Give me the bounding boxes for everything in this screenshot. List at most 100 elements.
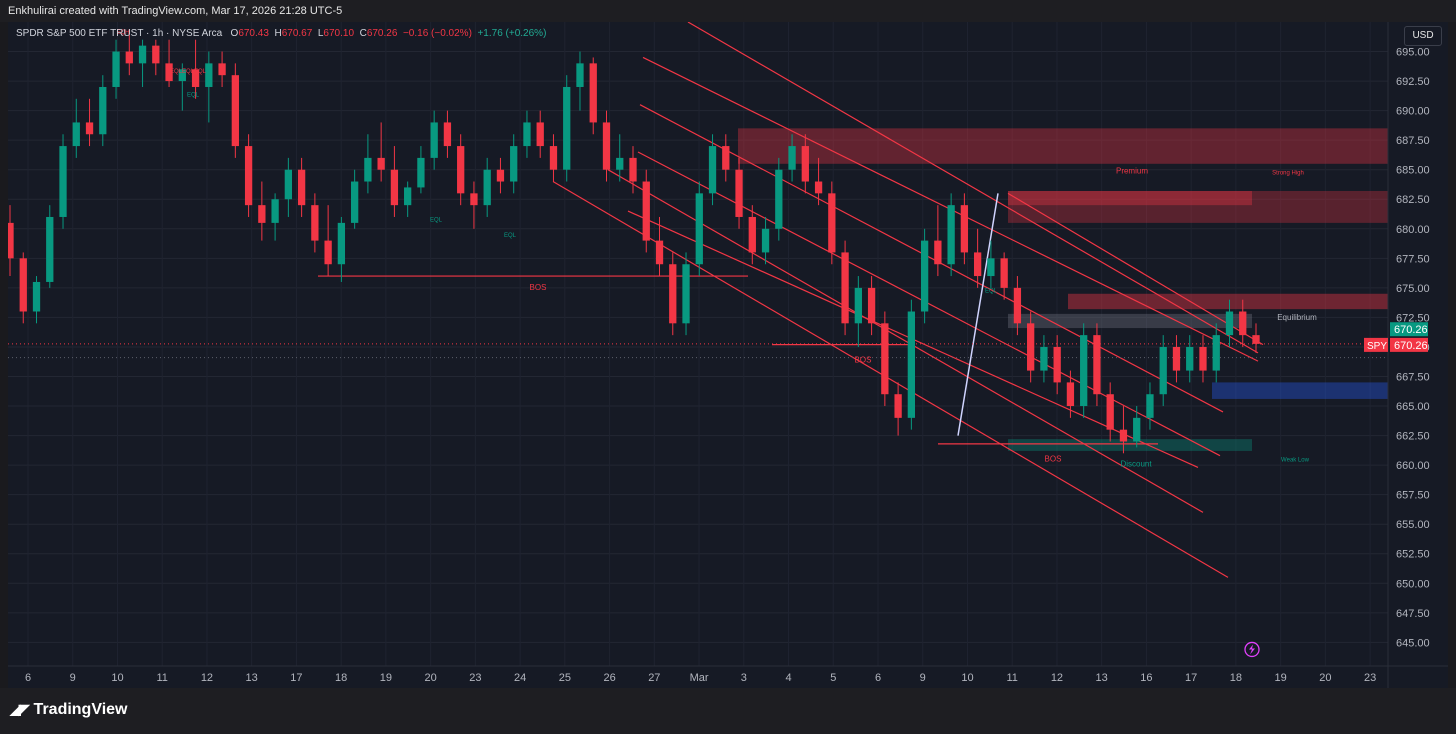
candle-body bbox=[563, 86, 571, 170]
candle-body bbox=[483, 169, 491, 206]
time-tick-label: 19 bbox=[1275, 672, 1287, 684]
premium-zone bbox=[1008, 190, 1388, 223]
price-tick-label: 650.00 bbox=[1396, 578, 1430, 590]
candle-body bbox=[669, 264, 677, 324]
candle-body bbox=[616, 157, 624, 170]
time-tick-label: Mar bbox=[690, 672, 709, 684]
candle-body bbox=[1000, 258, 1008, 288]
candle-body bbox=[1093, 335, 1101, 395]
annotation-label: EQL bbox=[504, 233, 517, 239]
smc-zones bbox=[738, 128, 1388, 451]
close-value: 670.26 bbox=[366, 28, 398, 39]
candle-body bbox=[1172, 346, 1181, 371]
chart-area[interactable]: EQH EQL EQLEQLEQL EQL EQL BOS BOS BOS EQL Premium… bbox=[8, 22, 1448, 688]
price-tick-label: 687.50 bbox=[1396, 135, 1430, 147]
candle-body bbox=[576, 63, 584, 87]
candle-body bbox=[987, 258, 995, 277]
time-tick-label: 13 bbox=[246, 672, 258, 684]
price-tick-label: 685.00 bbox=[1396, 165, 1430, 177]
candle-body bbox=[920, 240, 929, 312]
price-tick-label: 657.50 bbox=[1396, 490, 1430, 502]
price-tick-label: 660.00 bbox=[1396, 460, 1430, 472]
candle-body bbox=[404, 187, 412, 206]
strong-high-band bbox=[1008, 190, 1252, 206]
supply-zone bbox=[1068, 293, 1388, 310]
candle-body bbox=[1159, 346, 1167, 395]
premium-zone-upper bbox=[738, 128, 1388, 164]
channel-line bbox=[1007, 192, 1264, 346]
time-tick-label: 6 bbox=[875, 672, 881, 684]
candle-body bbox=[881, 323, 889, 395]
candle-body bbox=[722, 146, 730, 170]
candle-body bbox=[324, 240, 332, 265]
candle-body bbox=[297, 169, 306, 206]
tradingview-logo[interactable]: ◢◤ TradingView bbox=[10, 701, 128, 719]
candle-body bbox=[430, 122, 438, 158]
candle-body bbox=[46, 216, 54, 282]
candle-body bbox=[1053, 346, 1061, 383]
candle-body bbox=[828, 193, 836, 253]
price-tick-label: 647.50 bbox=[1396, 608, 1430, 620]
candle-body bbox=[457, 146, 465, 194]
open-value: 670.43 bbox=[238, 28, 269, 39]
candle-body bbox=[258, 205, 266, 223]
price-tick-label: 690.00 bbox=[1396, 106, 1430, 118]
lightning-icon[interactable] bbox=[1244, 641, 1260, 658]
candle-body bbox=[960, 205, 969, 253]
lightning-bolt-icon bbox=[1249, 644, 1255, 655]
price-chart[interactable]: EQHEQLEQLEQLEQLEQLEQLBOSBOSBOSEQLPremium… bbox=[8, 22, 1448, 688]
grid bbox=[8, 22, 1388, 666]
candle-body bbox=[695, 193, 703, 265]
price-tick-label: 695.00 bbox=[1396, 47, 1430, 59]
candle-body bbox=[854, 287, 862, 324]
annotation-label: EQL bbox=[985, 289, 998, 295]
high-value: 670.67 bbox=[281, 28, 313, 39]
price-tick-label: 665.00 bbox=[1396, 401, 1430, 413]
candle-body bbox=[1027, 323, 1035, 371]
time-tick-label: 9 bbox=[70, 672, 76, 684]
change-value: −0.16 (−0.02%) bbox=[402, 28, 472, 39]
price-badges: 670.26 670.26 SPY bbox=[1364, 322, 1428, 352]
candle-body bbox=[947, 205, 955, 265]
footer: ◢◤ TradingView bbox=[0, 688, 1456, 734]
time-tick-label: 18 bbox=[335, 672, 347, 684]
time-axis: 6 9 10 11 12 13 17 18 19 20 23 24 25 26 27 Mar 3 4 5 6 9 10 11… bbox=[8, 665, 1448, 684]
time-tick-label: 27 bbox=[648, 672, 660, 684]
time-tick-label: 10 bbox=[111, 672, 123, 684]
attribution-bar: Enkhulirai created with TradingView.com,… bbox=[0, 0, 1456, 22]
attribution-text: Enkhulirai created with TradingView.com,… bbox=[8, 5, 343, 17]
time-tick-label: 4 bbox=[785, 672, 791, 684]
time-tick-label: 5 bbox=[830, 672, 836, 684]
candle-body bbox=[602, 122, 611, 170]
time-tick-label: 24 bbox=[514, 672, 526, 684]
channel-line bbox=[637, 151, 1221, 457]
time-tick-label: 20 bbox=[1319, 672, 1331, 684]
candle-body bbox=[642, 181, 650, 241]
candle-body bbox=[761, 228, 770, 253]
candle-body bbox=[1239, 311, 1247, 336]
last-price-badge-red bbox=[1390, 337, 1428, 352]
candle-body bbox=[337, 222, 346, 265]
impulse-line bbox=[957, 193, 999, 436]
candle-body bbox=[85, 122, 94, 135]
time-tick-label: 20 bbox=[425, 672, 437, 684]
last-price-badge-green bbox=[1390, 322, 1428, 337]
last-price-value-red: 670.26 bbox=[1394, 340, 1428, 352]
candle-body bbox=[390, 169, 399, 206]
candle-body bbox=[72, 122, 80, 147]
candle-body bbox=[1066, 382, 1075, 407]
tradingview-logo-icon: ◢◤ bbox=[10, 701, 29, 717]
candle-body bbox=[112, 51, 120, 87]
candle-body bbox=[1146, 394, 1154, 418]
time-tick-label: 10 bbox=[961, 672, 973, 684]
currency-button[interactable]: USD bbox=[1404, 26, 1442, 46]
time-tick-label: 17 bbox=[290, 672, 302, 684]
candle-body bbox=[1106, 394, 1114, 430]
candle-body bbox=[311, 205, 319, 241]
symbol-badge-label: SPY bbox=[1367, 341, 1387, 352]
candle-body bbox=[125, 51, 133, 64]
time-tick-label: 23 bbox=[469, 672, 481, 684]
candle-body bbox=[364, 157, 372, 182]
candle-body bbox=[59, 146, 67, 217]
price-tick-label: 692.50 bbox=[1396, 76, 1430, 88]
